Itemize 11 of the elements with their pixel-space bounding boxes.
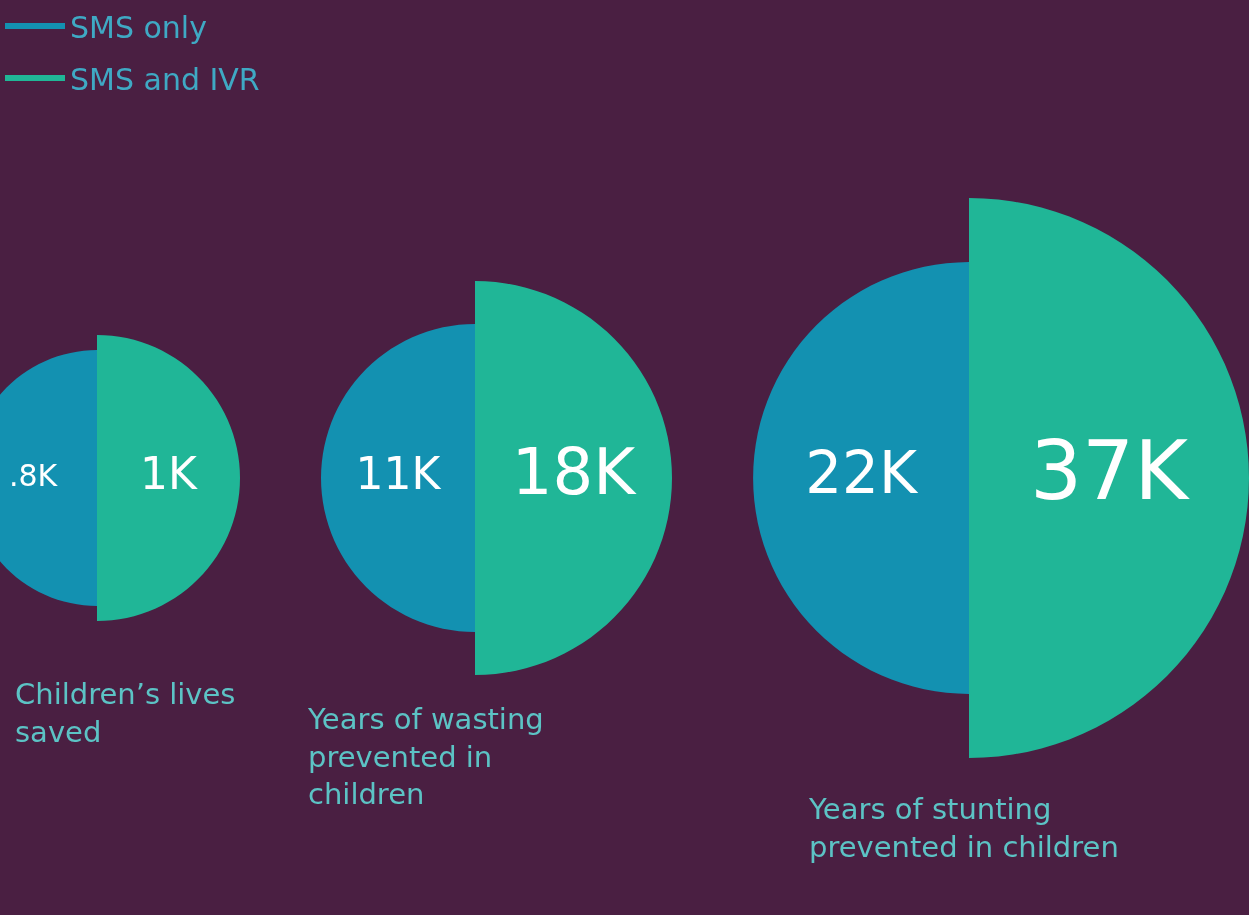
data-label: 37K bbox=[1029, 422, 1191, 518]
legend-label: SMS only bbox=[70, 9, 207, 45]
data-label: 11K bbox=[355, 448, 442, 499]
data-label: 1K bbox=[140, 448, 199, 499]
legend-label: SMS and IVR bbox=[70, 61, 260, 97]
data-label: 18K bbox=[511, 435, 638, 509]
data-label: 22K bbox=[805, 438, 919, 507]
category-label: Years of wasting prevented in children bbox=[307, 702, 544, 812]
category-label: Children’s lives saved bbox=[15, 677, 236, 749]
category-label: Years of stunting prevented in children bbox=[808, 792, 1119, 864]
data-label: .8K bbox=[8, 457, 59, 493]
